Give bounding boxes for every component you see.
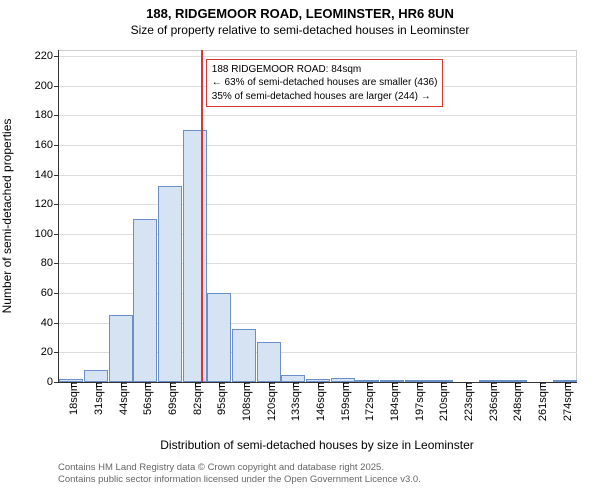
ytick-mark [54, 175, 59, 176]
chart-container: 188, RIDGEMOOR ROAD, LEOMINSTER, HR6 8UN… [0, 0, 600, 500]
ytick-mark [54, 382, 59, 383]
ytick-mark [54, 234, 59, 235]
xtick-label: 172sqm [358, 382, 376, 421]
gridline-h [59, 115, 577, 116]
histogram-bar [257, 342, 281, 382]
histogram-bar [133, 219, 157, 382]
xtick-label: 146sqm [309, 382, 327, 421]
ytick-mark [54, 204, 59, 205]
xtick-label: 18sqm [62, 382, 80, 415]
gridline-h [59, 56, 577, 57]
gridline-h [59, 204, 577, 205]
xtick-label: 69sqm [161, 382, 179, 415]
xtick-label: 108sqm [235, 382, 253, 421]
ytick-mark [54, 293, 59, 294]
xtick-label: 120sqm [260, 382, 278, 421]
ytick-mark [54, 145, 59, 146]
gridline-h [59, 175, 577, 176]
xtick-label: 184sqm [383, 382, 401, 421]
xtick-label: 261sqm [531, 382, 549, 421]
annotation-line: 188 RIDGEMOOR ROAD: 84sqm [212, 63, 438, 77]
plot-area: 02040608010012014016018020022018sqm31sqm… [58, 50, 577, 383]
ytick-mark [54, 56, 59, 57]
xtick-label: 133sqm [284, 382, 302, 421]
histogram-bar [84, 370, 108, 382]
y-axis-label: Number of semi-detached properties [0, 119, 14, 314]
xtick-label: 274sqm [556, 382, 574, 421]
xtick-label: 31sqm [87, 382, 105, 415]
ytick-mark [54, 115, 59, 116]
histogram-bar [232, 329, 256, 382]
chart-subtitle: Size of property relative to semi-detach… [0, 23, 600, 39]
annotation-box: 188 RIDGEMOOR ROAD: 84sqm← 63% of semi-d… [206, 59, 444, 108]
footer-line: Contains HM Land Registry data © Crown c… [58, 462, 421, 474]
footer-line: Contains public sector information licen… [58, 474, 421, 486]
annotation-line: ← 63% of semi-detached houses are smalle… [212, 76, 438, 90]
xtick-label: 95sqm [210, 382, 228, 415]
xtick-label: 44sqm [112, 382, 130, 415]
gridline-h [59, 145, 577, 146]
histogram-bar [109, 315, 133, 382]
xtick-label: 236sqm [482, 382, 500, 421]
xtick-label: 56sqm [136, 382, 154, 415]
property-marker-line [201, 50, 203, 382]
x-axis-label: Distribution of semi-detached houses by … [160, 438, 474, 452]
ytick-mark [54, 323, 59, 324]
chart-title: 188, RIDGEMOOR ROAD, LEOMINSTER, HR6 8UN [0, 0, 600, 23]
ytick-mark [54, 352, 59, 353]
ytick-mark [54, 86, 59, 87]
histogram-bar [207, 293, 231, 382]
histogram-bar [183, 130, 207, 382]
footer-text: Contains HM Land Registry data © Crown c… [58, 462, 421, 487]
annotation-line: 35% of semi-detached houses are larger (… [212, 90, 438, 104]
histogram-bar [281, 375, 305, 382]
xtick-label: 210sqm [432, 382, 450, 421]
xtick-label: 197sqm [408, 382, 426, 421]
xtick-label: 248sqm [506, 382, 524, 421]
xtick-label: 223sqm [457, 382, 475, 421]
ytick-mark [54, 263, 59, 264]
xtick-label: 159sqm [334, 382, 352, 421]
xtick-label: 82sqm [186, 382, 204, 415]
histogram-bar [158, 186, 182, 382]
